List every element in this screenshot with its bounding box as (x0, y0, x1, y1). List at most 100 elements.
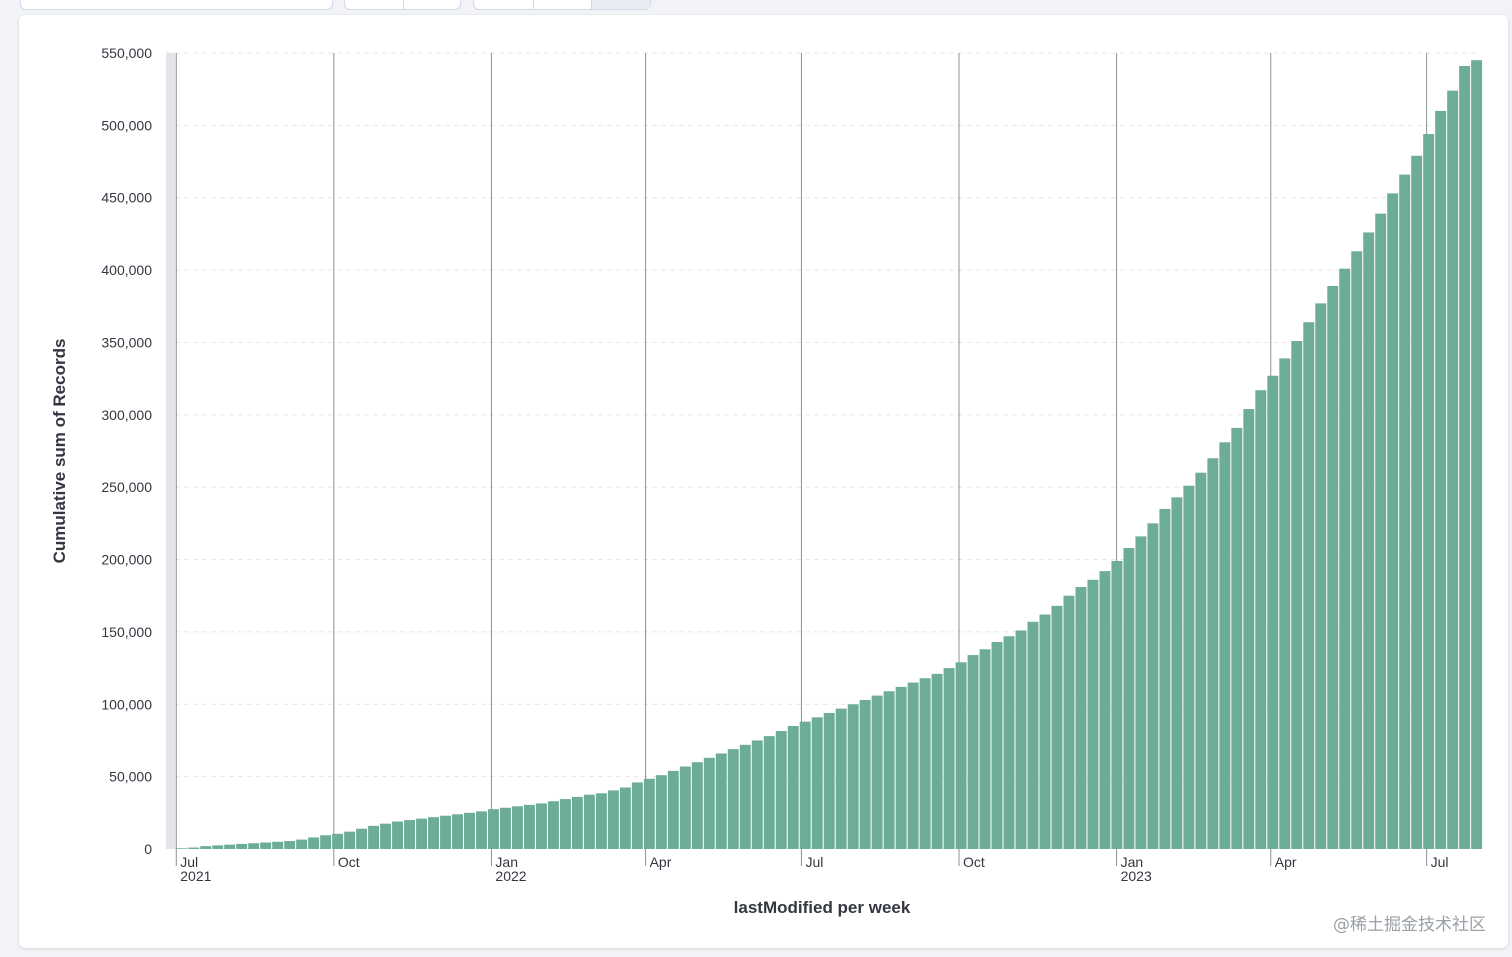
bar (787, 725, 799, 849)
bar (1099, 571, 1111, 849)
y-tick-label: 50,000 (109, 769, 152, 785)
bar (1399, 174, 1411, 849)
bar (1147, 523, 1159, 849)
x-tick-label: Apr (1275, 854, 1297, 870)
bar (464, 812, 475, 849)
bar (751, 740, 763, 849)
bar (871, 695, 883, 849)
y-tick-label: 450,000 (101, 190, 152, 206)
mode-toggle-group[interactable] (473, 0, 651, 10)
bar (1087, 579, 1099, 849)
toggle-segment[interactable] (403, 0, 460, 9)
bar (248, 843, 260, 849)
bar (499, 807, 511, 849)
view-toggle-group[interactable] (344, 0, 461, 10)
bar (919, 678, 931, 849)
bar (416, 818, 428, 849)
x-tick-label: Jul (1431, 854, 1449, 870)
bar (380, 823, 392, 849)
bar (1375, 213, 1387, 849)
bar (356, 828, 368, 849)
bar (559, 799, 571, 849)
bar (631, 782, 643, 849)
x-tick-label: Jan (1121, 854, 1144, 870)
bar (1387, 193, 1399, 850)
bar (1231, 427, 1243, 849)
bar (224, 844, 236, 849)
bar (1159, 508, 1171, 849)
bar (1447, 90, 1459, 849)
bar (991, 642, 1003, 849)
bar (1327, 286, 1339, 850)
bar (176, 848, 188, 849)
bar (703, 757, 715, 849)
bar (260, 842, 272, 849)
bar (1459, 66, 1471, 849)
bar (452, 814, 463, 849)
bar (727, 749, 739, 849)
bar (523, 804, 535, 849)
bar (547, 801, 559, 849)
bar (1195, 472, 1207, 849)
bar (643, 778, 655, 849)
bar (1255, 390, 1267, 849)
bar (1411, 155, 1423, 850)
bar (200, 846, 212, 849)
bar (1423, 134, 1435, 850)
bar (691, 762, 703, 849)
x-tick-label: Apr (650, 854, 672, 870)
filter-input[interactable] (20, 0, 333, 10)
bar (847, 704, 859, 849)
x-tick-label: Jul (805, 854, 823, 870)
y-tick-label: 400,000 (101, 262, 152, 278)
bar (476, 811, 487, 849)
bar (188, 847, 200, 849)
bar (655, 775, 667, 849)
bar (284, 841, 296, 849)
y-tick-label: 150,000 (101, 624, 152, 640)
bar (1243, 409, 1255, 849)
x-tick-year-label: 2023 (1121, 868, 1152, 884)
bar (907, 682, 919, 849)
toggle-segment[interactable] (533, 0, 592, 9)
bar (1051, 605, 1063, 849)
bar (1027, 621, 1039, 849)
bar (943, 668, 955, 849)
bar (763, 736, 775, 849)
bar (1063, 595, 1075, 849)
bar (368, 825, 380, 849)
bar (344, 831, 356, 849)
bar (428, 817, 439, 849)
bar (739, 744, 751, 849)
bar (979, 649, 991, 849)
bar (535, 803, 547, 849)
bar (1111, 560, 1123, 849)
y-tick-label: 100,000 (101, 696, 152, 712)
bar (967, 655, 979, 849)
bar (775, 731, 787, 849)
bar (811, 717, 823, 849)
bar (679, 766, 691, 849)
watermark: @稀土掘金技术社区 (1333, 915, 1486, 935)
y-tick-label: 300,000 (101, 407, 152, 423)
bar (1279, 358, 1291, 849)
bar (823, 712, 835, 849)
bar (619, 787, 631, 849)
bar (859, 699, 871, 849)
bar (212, 845, 224, 849)
bar (1039, 614, 1051, 849)
y-tick-label: 550,000 (101, 45, 152, 61)
bar (1351, 251, 1363, 849)
bar (931, 673, 943, 849)
x-tick-year-label: 2021 (180, 868, 211, 884)
bar (440, 815, 451, 849)
bar (1207, 458, 1219, 849)
bar (1267, 375, 1279, 849)
bar (296, 839, 308, 849)
toggle-segment-selected[interactable] (591, 0, 650, 9)
bar (488, 809, 499, 849)
toolbar (0, 0, 1512, 12)
bar (308, 837, 320, 849)
